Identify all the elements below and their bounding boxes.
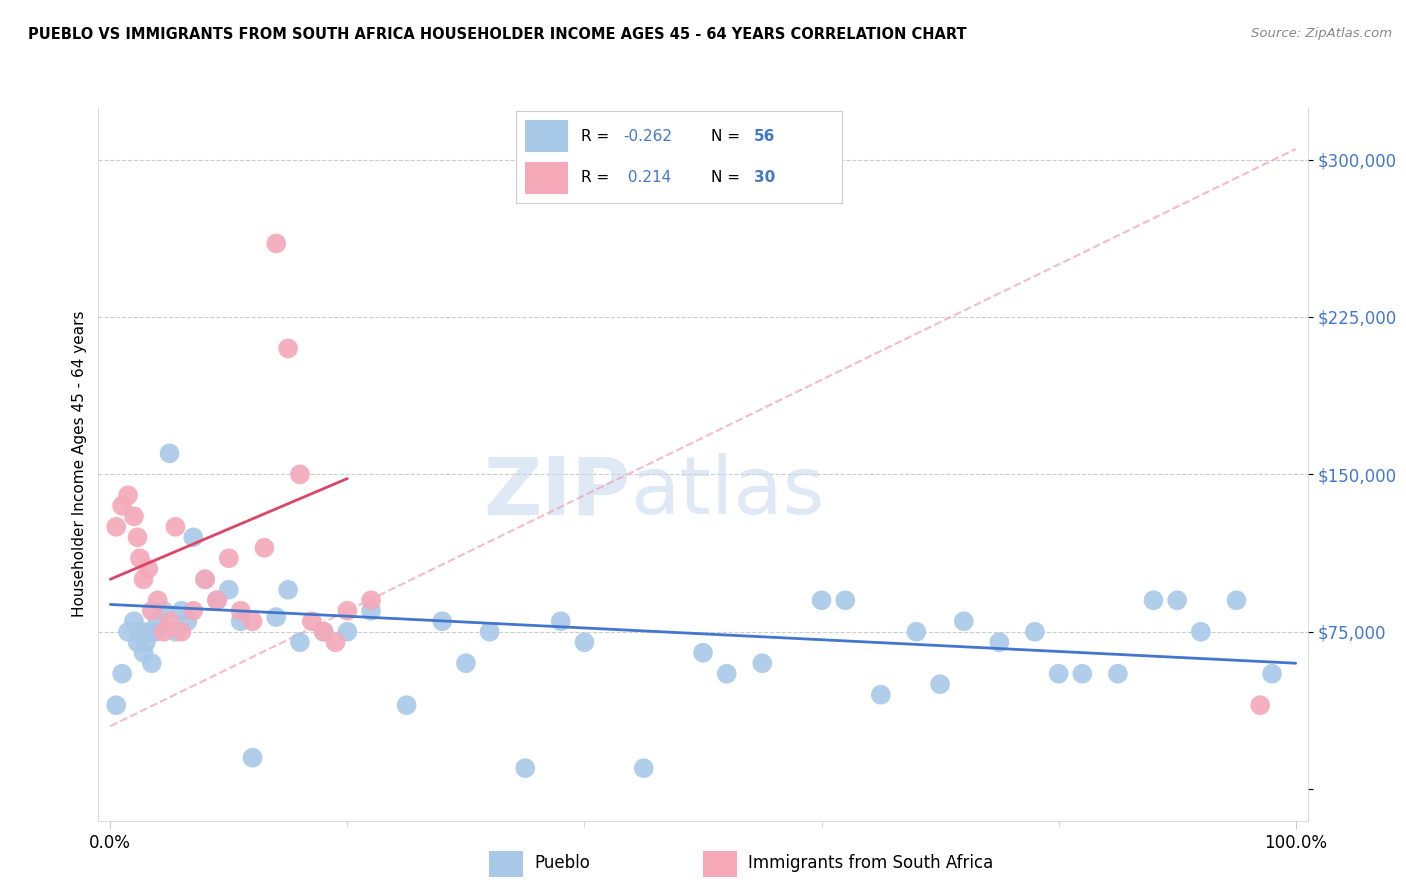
Point — [312, 624, 335, 639]
Point — [146, 614, 169, 628]
Point — [136, 624, 159, 639]
Point — [242, 750, 264, 764]
Point — [127, 635, 149, 649]
Point — [360, 604, 382, 618]
Point — [218, 582, 240, 597]
Point — [205, 593, 228, 607]
Point — [194, 572, 217, 586]
Point — [716, 666, 738, 681]
Point — [170, 624, 193, 639]
Point — [905, 624, 928, 639]
Point — [988, 635, 1011, 649]
Point — [176, 614, 198, 628]
Point — [105, 698, 128, 713]
Bar — [489, 851, 523, 877]
Point — [1261, 666, 1284, 681]
Point — [810, 593, 832, 607]
Point — [122, 614, 145, 628]
Point — [1107, 666, 1129, 681]
Point — [253, 541, 276, 555]
Point — [117, 488, 139, 502]
Point — [141, 604, 163, 618]
Point — [1166, 593, 1188, 607]
Text: Immigrants from South Africa: Immigrants from South Africa — [748, 854, 993, 872]
Text: ZIP: ZIP — [484, 453, 630, 532]
Point — [515, 761, 537, 775]
Point — [152, 604, 174, 618]
Point — [325, 635, 347, 649]
Point — [165, 520, 187, 534]
Point — [159, 614, 181, 628]
Point — [1047, 666, 1070, 681]
Point — [633, 761, 655, 775]
Point — [312, 624, 335, 639]
Point — [165, 624, 187, 639]
Point — [454, 657, 477, 671]
Point — [136, 562, 159, 576]
Point — [550, 614, 572, 628]
Point — [194, 572, 217, 586]
Point — [751, 657, 773, 671]
Point — [1142, 593, 1164, 607]
Point — [229, 614, 252, 628]
Bar — [703, 851, 737, 877]
Point — [264, 236, 287, 251]
Point — [360, 593, 382, 607]
Point — [929, 677, 952, 691]
Point — [432, 614, 454, 628]
Point — [152, 624, 174, 639]
Text: Pueblo: Pueblo — [534, 854, 591, 872]
Point — [132, 572, 155, 586]
Point — [205, 593, 228, 607]
Text: Source: ZipAtlas.com: Source: ZipAtlas.com — [1251, 27, 1392, 40]
Point — [1225, 593, 1247, 607]
Point — [132, 646, 155, 660]
Point — [869, 688, 891, 702]
Point — [574, 635, 596, 649]
Y-axis label: Householder Income Ages 45 - 64 years: Householder Income Ages 45 - 64 years — [72, 310, 87, 617]
Point — [1249, 698, 1271, 713]
Point — [105, 520, 128, 534]
Point — [692, 646, 714, 660]
Point — [478, 624, 501, 639]
Point — [122, 509, 145, 524]
Point — [264, 610, 287, 624]
Point — [1071, 666, 1094, 681]
Point — [218, 551, 240, 566]
Point — [301, 614, 323, 628]
Point — [143, 624, 166, 639]
Point — [129, 624, 152, 639]
Point — [336, 624, 359, 639]
Point — [117, 624, 139, 639]
Point — [181, 530, 204, 544]
Point — [129, 551, 152, 566]
Point — [111, 499, 134, 513]
Point — [135, 635, 157, 649]
Point — [127, 530, 149, 544]
Text: PUEBLO VS IMMIGRANTS FROM SOUTH AFRICA HOUSEHOLDER INCOME AGES 45 - 64 YEARS COR: PUEBLO VS IMMIGRANTS FROM SOUTH AFRICA H… — [28, 27, 967, 42]
Point — [288, 635, 311, 649]
Point — [170, 604, 193, 618]
Point — [1189, 624, 1212, 639]
Point — [288, 467, 311, 482]
Point — [141, 657, 163, 671]
Point — [834, 593, 856, 607]
Point — [242, 614, 264, 628]
Point — [181, 604, 204, 618]
Point — [952, 614, 974, 628]
Point — [395, 698, 418, 713]
Point — [277, 582, 299, 597]
Point — [1024, 624, 1046, 639]
Point — [111, 666, 134, 681]
Point — [229, 604, 252, 618]
Point — [159, 446, 181, 460]
Text: atlas: atlas — [630, 453, 825, 532]
Point — [277, 342, 299, 356]
Point — [336, 604, 359, 618]
Point — [146, 593, 169, 607]
